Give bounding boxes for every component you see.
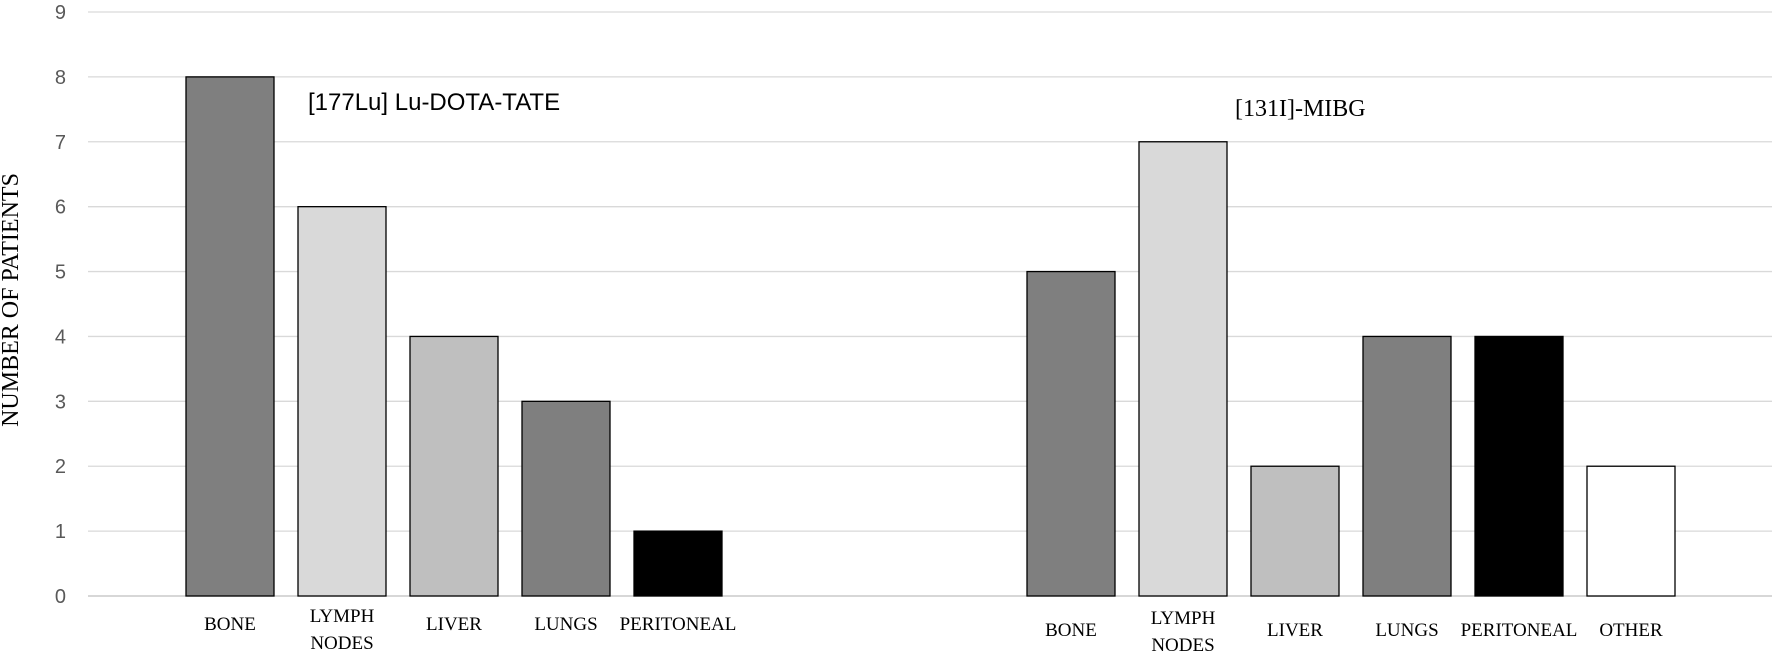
- group-label-mibg: [131I]-MIBG: [1235, 96, 1366, 122]
- y-tick-label: 6: [55, 197, 66, 219]
- category-label: LIVER: [1267, 620, 1323, 641]
- bar-1-3: [1362, 335, 1452, 597]
- y-axis-label: NUMBER OF PATIENTS: [0, 173, 24, 427]
- category-labels: BONE LYMPH NODES LIVER LUNGS PERITONEAL BONE LY…: [204, 606, 1663, 651]
- y-tick-label: 1: [55, 521, 66, 543]
- bar-0-2: [409, 335, 499, 597]
- y-tick-label: 9: [55, 2, 66, 24]
- bars: [185, 76, 1676, 597]
- category-label: LUNGS: [1375, 620, 1438, 641]
- category-label: BONE: [1045, 620, 1097, 641]
- category-label: BONE: [204, 614, 256, 635]
- bar-1-1: [1138, 141, 1228, 597]
- bar-1-5: [1586, 465, 1676, 597]
- y-tick-label: 5: [55, 262, 66, 284]
- bar-0-1: [297, 206, 387, 597]
- category-label: LUNGS: [534, 614, 597, 635]
- y-tick-label: 8: [55, 67, 66, 89]
- y-tick-label: 7: [55, 132, 66, 154]
- bar-1-2: [1250, 465, 1340, 597]
- group-label-lutate: [177Lu] Lu-DOTA-TATE: [308, 89, 560, 116]
- category-label: OTHER: [1599, 620, 1663, 641]
- y-tick-label: 2: [55, 456, 66, 478]
- bar-1-4: [1474, 335, 1564, 597]
- category-label: LYMPH NODES: [1151, 608, 1216, 651]
- bar-1-0: [1026, 270, 1116, 597]
- y-tick-label: 4: [55, 326, 66, 348]
- bar-0-4: [633, 530, 723, 597]
- category-label: PERITONEAL: [620, 614, 737, 635]
- y-tick-label: 0: [55, 586, 66, 608]
- category-label: LYMPH NODES: [310, 606, 375, 651]
- category-label: PERITONEAL: [1461, 620, 1578, 641]
- y-tick-label: 3: [55, 391, 66, 413]
- bar-0-0: [185, 76, 275, 597]
- y-axis-ticks: 0 1 2 3 4 5 6 7 8 9: [55, 2, 66, 608]
- category-label: LIVER: [426, 614, 482, 635]
- bar-0-3: [521, 400, 611, 597]
